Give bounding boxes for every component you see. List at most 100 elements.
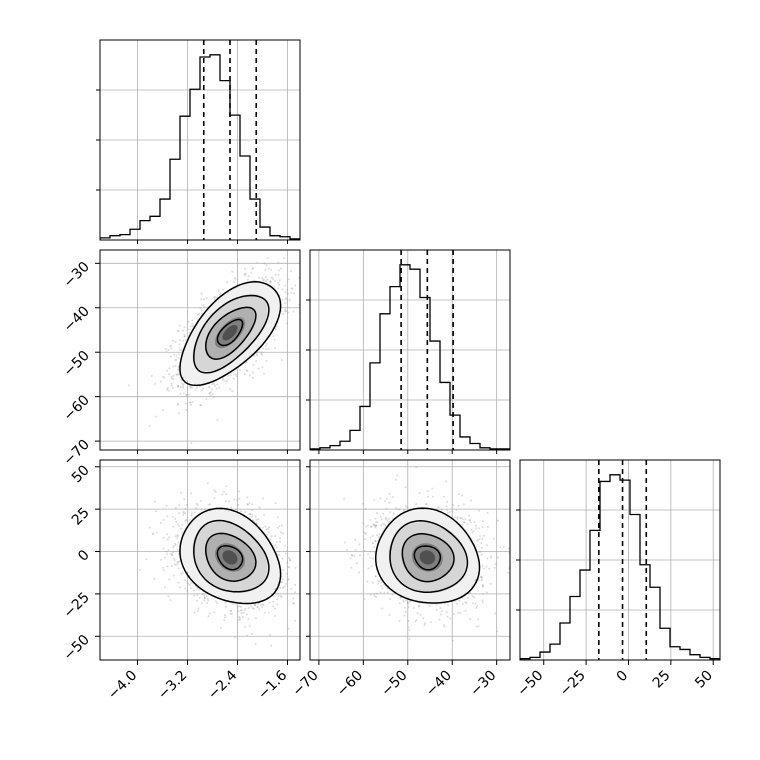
scatter-point — [167, 389, 170, 392]
scatter-point — [179, 339, 182, 342]
scatter-point — [256, 606, 259, 609]
scatter-point — [478, 527, 481, 530]
scatter-point — [240, 609, 243, 612]
scatter-point — [172, 546, 175, 549]
scatter-point — [267, 267, 270, 270]
scatter-point — [240, 612, 243, 614]
scatter-point — [165, 350, 168, 353]
scatter-point — [185, 393, 188, 396]
scatter-point — [251, 509, 253, 512]
scatter-point — [177, 368, 180, 371]
scatter-point — [167, 595, 170, 598]
scatter-point — [229, 613, 232, 615]
scatter-point — [209, 394, 212, 397]
scatter-point — [481, 526, 484, 529]
scatter-point — [281, 578, 284, 581]
scatter-point — [238, 605, 241, 608]
scatter-point — [226, 378, 229, 381]
scatter-point — [455, 508, 458, 511]
panel-frame — [99, 249, 301, 451]
scatter-point — [475, 625, 478, 628]
scatter-point — [274, 544, 277, 547]
scatter-point — [191, 323, 194, 326]
scatter-point — [162, 375, 165, 378]
scatter-point — [430, 621, 432, 624]
scatter-point — [489, 556, 492, 559]
scatter-point — [381, 522, 384, 525]
scatter-point — [256, 354, 259, 357]
scatter-point — [280, 524, 283, 527]
scatter-point — [161, 566, 164, 569]
scatter-point — [482, 534, 485, 537]
scatter-point — [290, 287, 293, 290]
scatter-point — [214, 490, 217, 493]
scatter-point — [204, 596, 207, 599]
scatter-point — [177, 330, 180, 333]
scatter-point — [286, 322, 289, 325]
scatter-point — [203, 597, 206, 600]
scatter-point — [238, 497, 241, 500]
scatter-point — [373, 593, 376, 596]
scatter-point — [271, 278, 274, 280]
scatter-point — [261, 603, 264, 606]
scatter-point — [245, 369, 248, 372]
scatter-point — [280, 267, 283, 270]
scatter-point — [282, 568, 285, 571]
scatter-point — [208, 392, 211, 395]
scatter-point — [189, 401, 192, 404]
scatter-point — [244, 607, 247, 610]
scatter-point — [301, 263, 303, 265]
scatter-point — [277, 281, 280, 284]
scatter-point — [195, 502, 198, 505]
scatter-point — [202, 304, 205, 307]
scatter-point — [250, 633, 253, 635]
scatter-point — [187, 320, 190, 323]
scatter-point — [177, 384, 180, 387]
scatter-point — [242, 611, 245, 614]
scatter-point — [183, 579, 186, 582]
scatter-point — [206, 602, 208, 605]
scatter-point — [278, 553, 281, 556]
scatter-point — [305, 570, 307, 572]
scatter-point — [362, 502, 365, 505]
scatter-point — [160, 521, 162, 524]
scatter-point — [256, 605, 259, 608]
scatter-point — [234, 373, 237, 376]
scatter-point — [213, 296, 216, 299]
scatter-point — [162, 547, 165, 550]
scatter-point — [211, 388, 214, 391]
scatter-point — [478, 551, 481, 553]
scatter-point — [265, 528, 268, 531]
scatter-point — [288, 566, 291, 569]
scatter-point — [449, 617, 452, 620]
scatter-point — [192, 589, 195, 592]
scatter-point — [263, 612, 266, 614]
scatter-point — [451, 504, 454, 507]
scatter-point — [168, 578, 171, 581]
scatter-point — [222, 378, 224, 381]
scatter-point — [251, 376, 254, 379]
scatter-point — [304, 288, 306, 290]
scatter-point — [446, 500, 448, 503]
scatter-point — [391, 593, 394, 596]
scatter-point — [244, 267, 247, 270]
scatter-point — [460, 494, 463, 497]
panel-grid — [100, 460, 300, 660]
scatter-point — [177, 581, 180, 584]
scatter-point — [285, 582, 287, 585]
scatter-point — [153, 577, 156, 580]
scatter-point — [225, 380, 228, 383]
scatter-point — [190, 582, 193, 585]
scatter-point — [185, 409, 188, 411]
scatter-point — [189, 401, 192, 404]
scatter-point — [215, 387, 218, 390]
scatter-point — [282, 586, 284, 589]
scatter-point — [178, 373, 180, 376]
scatter-point — [177, 356, 180, 359]
scatter-point — [285, 297, 288, 300]
scatter-point — [250, 605, 253, 608]
scatter-point — [196, 587, 199, 590]
scatter-point — [244, 274, 247, 277]
scatter-point — [292, 310, 295, 313]
scatter-point — [281, 557, 284, 560]
